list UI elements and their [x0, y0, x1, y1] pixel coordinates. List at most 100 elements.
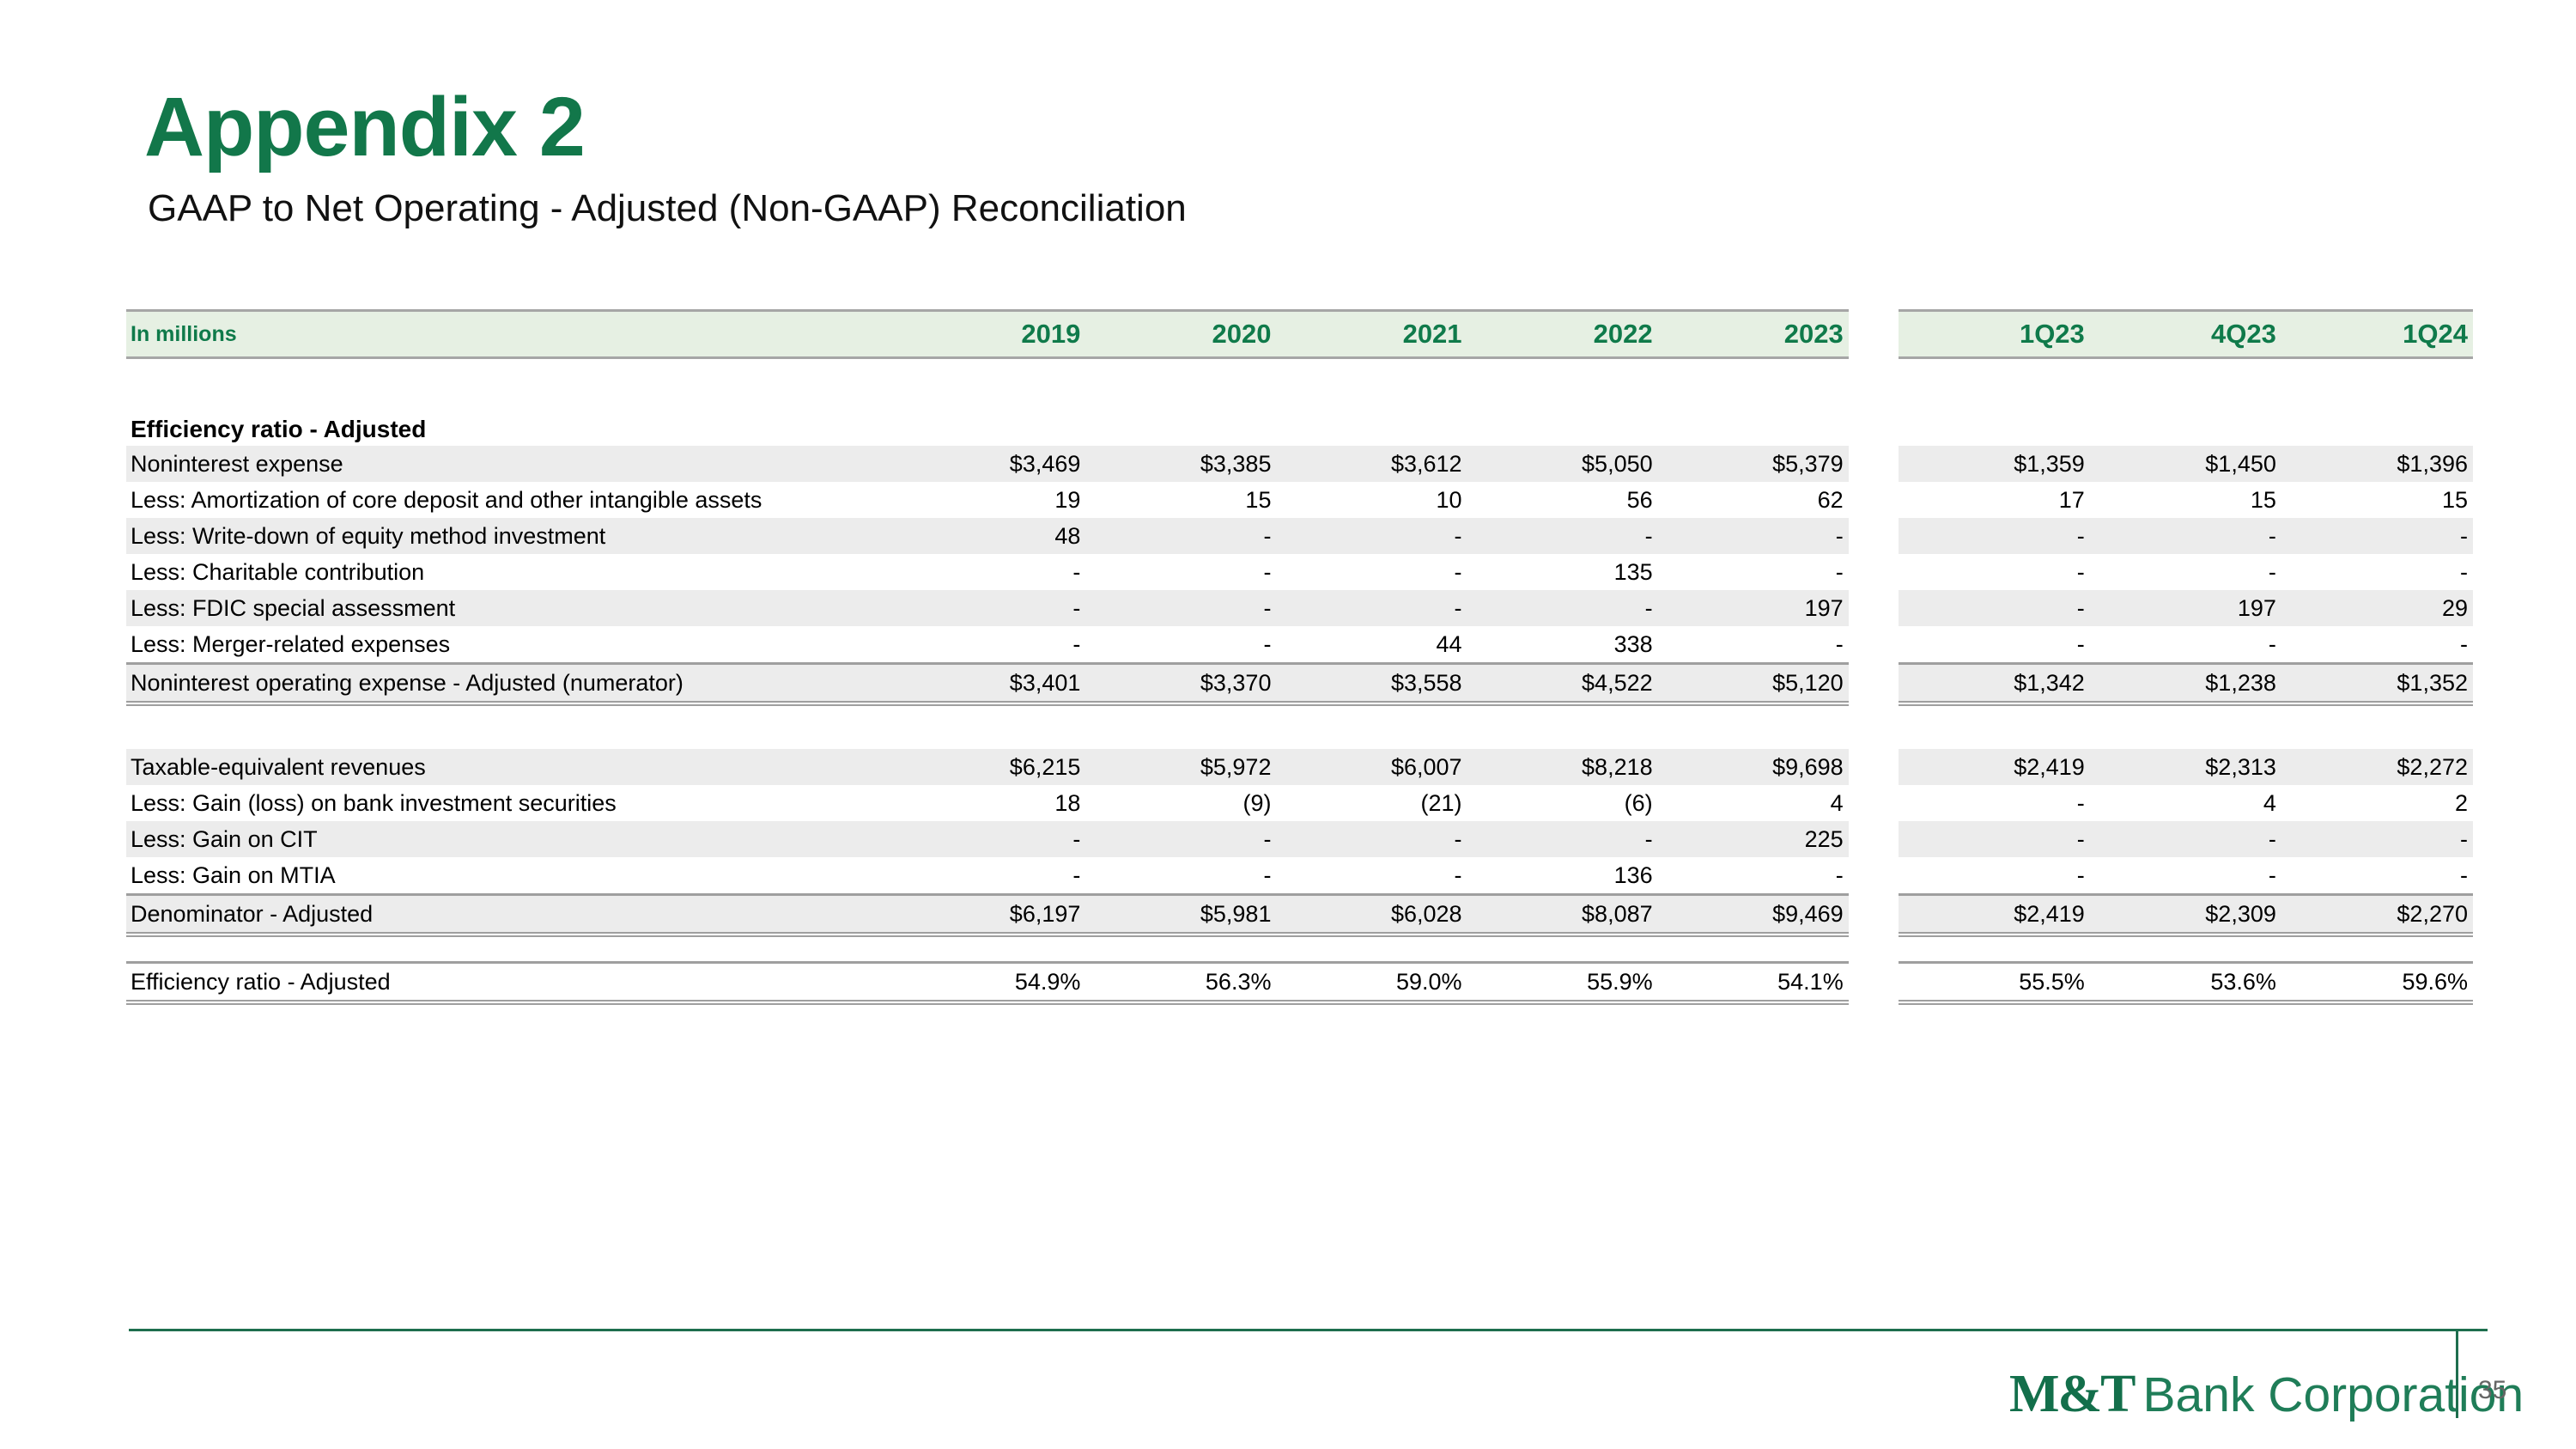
column-header-4Q23: 4Q23: [2089, 309, 2281, 359]
cell-value: 2: [2454, 789, 2468, 816]
cell-value: $4,522: [1467, 662, 1658, 706]
cell-value: 17: [2058, 486, 2085, 513]
cell-value: -: [1072, 630, 1081, 657]
cell-value: -: [1263, 861, 1272, 888]
cell-value: -: [1898, 518, 2090, 554]
spacer-row: [126, 703, 2473, 749]
cell-value: 56: [1626, 486, 1653, 513]
row-label: Less: FDIC special assessment: [126, 590, 896, 626]
table-row: Less: Gain on CIT - - - -225- - -: [126, 821, 2473, 857]
cell-value: $3,612: [1276, 446, 1467, 482]
row-label: Less: Gain on CIT: [126, 821, 896, 857]
cell-value: 136: [1613, 861, 1653, 888]
cell-value: (6): [1624, 789, 1653, 816]
cell-value: -: [2076, 861, 2085, 888]
row-gap: [1848, 894, 1899, 935]
cell-value: -: [2076, 558, 2085, 585]
column-header-1Q23: 1Q23: [1898, 309, 2090, 359]
cell-value: -: [1072, 861, 1081, 888]
cell-value: $3,469: [895, 446, 1086, 482]
row-gap: [1848, 554, 1899, 590]
cell-value: 15: [2441, 486, 2468, 513]
table-row: Noninterest expense $3,469 $3,385 $3,612 $5,…: [126, 446, 2473, 482]
cell-value: $5,379: [1657, 446, 1849, 482]
cell-value: $1,450: [2089, 446, 2281, 482]
footer-divider: [2456, 1330, 2458, 1418]
cell-value: -: [2460, 861, 2468, 888]
cell-value: $1,352: [2281, 662, 2473, 706]
table-header-row: In millions 2019 2020 2021 2022 2023 1Q23 4Q23…: [126, 309, 2473, 359]
cell-value: 15: [2250, 486, 2276, 513]
cell-value: -: [2460, 630, 2468, 657]
cell-value: $9,698: [1657, 749, 1849, 785]
row-gap: [1848, 857, 1899, 895]
spacer-cell: [126, 935, 2473, 963]
row-gap: [1848, 446, 1899, 482]
cell-value: 4: [1830, 789, 1844, 816]
cell-value: -: [1085, 821, 1277, 857]
header-gap: [1848, 310, 1899, 358]
row-label: Taxable-equivalent revenues: [126, 749, 896, 785]
cell-value: -: [1657, 518, 1849, 554]
row-gap: [1848, 749, 1899, 785]
cell-value: -: [1467, 518, 1658, 554]
cell-value: $1,342: [1898, 662, 2090, 706]
logo-bank-corporation-text: Bank Corporation: [2142, 1367, 2524, 1422]
column-header-2022: 2022: [1467, 309, 1658, 359]
cell-value: -: [1835, 558, 1844, 585]
cell-value: 19: [1054, 486, 1081, 513]
cell-value: $2,419: [1898, 893, 2090, 937]
cell-value: 197: [1657, 590, 1849, 626]
page-number: 35: [2478, 1376, 2507, 1404]
unit-label: In millions: [126, 309, 896, 359]
row-label: Efficiency ratio - Adjusted: [126, 961, 896, 1005]
section-heading: Efficiency ratio - Adjusted: [126, 411, 2473, 446]
cell-value: 56.3%: [1085, 961, 1277, 1005]
table-row: Less: Charitable contribution - - - 135 - - - -: [126, 554, 2473, 590]
cell-value: $2,313: [2089, 749, 2281, 785]
cell-value: 338: [1613, 630, 1653, 657]
table-row: Less: Write-down of equity method invest…: [126, 518, 2473, 554]
row-label: Denominator - Adjusted: [126, 893, 896, 937]
cell-value: 29: [2281, 590, 2473, 626]
cell-value: -: [1467, 821, 1658, 857]
cell-value: -: [1454, 558, 1462, 585]
cell-value: -: [2281, 518, 2473, 554]
row-gap: [1848, 821, 1899, 857]
column-header-1Q24: 1Q24: [2281, 309, 2473, 359]
cell-value: $3,558: [1276, 662, 1467, 706]
cell-value: -: [1467, 590, 1658, 626]
cell-value: -: [2460, 558, 2468, 585]
cell-value: -: [2281, 821, 2473, 857]
cell-value: -: [1898, 590, 2090, 626]
column-header-2020: 2020: [1085, 309, 1277, 359]
cell-value: $3,385: [1085, 446, 1277, 482]
gaap-reconciliation-table: In millions 2019 2020 2021 2022 2023 1Q23 4Q23…: [126, 309, 2473, 1005]
cell-value: -: [1085, 518, 1277, 554]
row-label: Less: Gain (loss) on bank investment sec…: [131, 789, 617, 816]
cell-value: 135: [1613, 558, 1653, 585]
cell-value: $2,419: [1898, 749, 2090, 785]
cell-value: $5,050: [1467, 446, 1658, 482]
cell-value: -: [2089, 518, 2281, 554]
cell-value: $6,215: [895, 749, 1086, 785]
section-heading-row: Efficiency ratio - Adjusted: [126, 411, 2473, 446]
cell-value: $2,272: [2281, 749, 2473, 785]
cell-value: 44: [1436, 630, 1462, 657]
spacer-row: [126, 935, 2473, 963]
cell-value: (21): [1420, 789, 1462, 816]
cell-value: 54.9%: [895, 961, 1086, 1005]
cell-value: -: [2268, 558, 2276, 585]
row-gap: [1848, 785, 1899, 821]
cell-value: -: [1072, 558, 1081, 585]
cell-value: $2,270: [2281, 893, 2473, 937]
column-header-2019: 2019: [895, 309, 1086, 359]
cell-value: 197: [2089, 590, 2281, 626]
row-label: Less: Write-down of equity method invest…: [126, 518, 896, 554]
cell-value: $1,359: [1898, 446, 2090, 482]
cell-value: 4: [2263, 789, 2276, 816]
table-row: Less: FDIC special assessment - - - -197-197…: [126, 590, 2473, 626]
row-gap: [1848, 518, 1899, 554]
mt-bank-logo: M&T Bank Corporation: [2009, 1364, 2524, 1425]
